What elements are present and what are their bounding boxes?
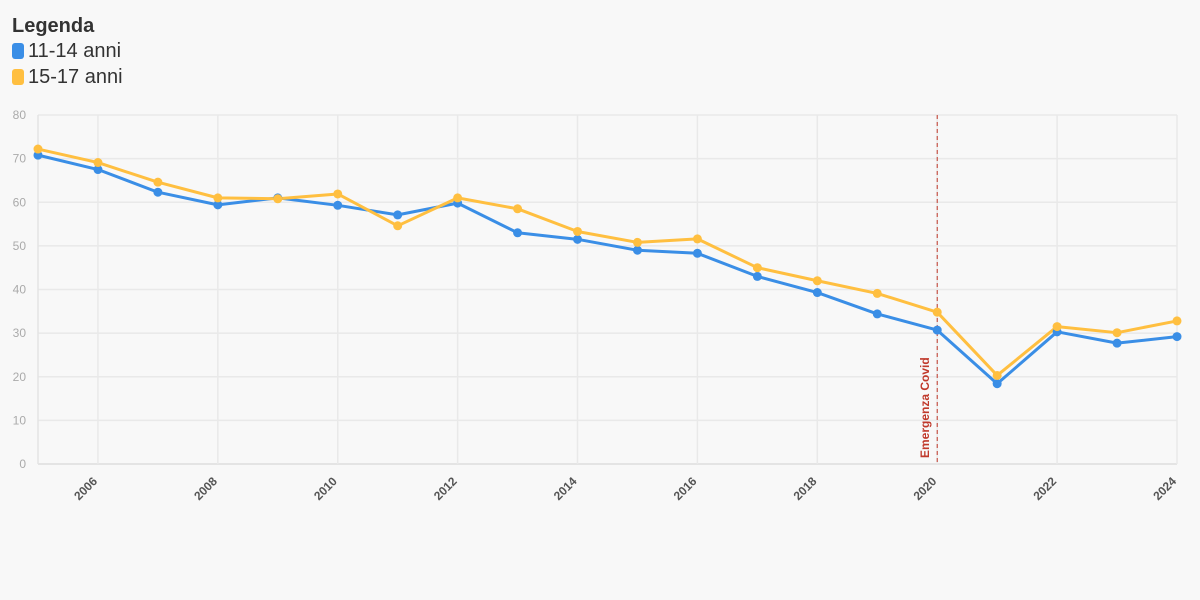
y-tick-label: 50 [13, 239, 27, 253]
x-tick-label: 2010 [311, 474, 340, 503]
series-point-2 [1052, 322, 1062, 332]
legend-label-11-14: 11-14 anni [28, 40, 122, 62]
legend-title: Legenda [12, 15, 95, 37]
series-point-1 [992, 379, 1002, 389]
series-point-2 [812, 276, 822, 286]
series-point-2 [1172, 316, 1182, 326]
series-point-1 [1172, 332, 1182, 342]
x-tick-label: 2008 [191, 474, 220, 503]
y-tick-label: 30 [13, 326, 27, 340]
legend-item-11-14[interactable]: 11-14 anni [12, 38, 123, 64]
series-point-2 [213, 193, 223, 203]
series-point-1 [692, 248, 702, 258]
x-tick-label: 2022 [1030, 474, 1059, 503]
legend-swatch-11-14 [12, 43, 24, 59]
series-point-2 [872, 288, 882, 298]
x-tick-label: 2014 [551, 474, 580, 503]
y-tick-label: 20 [13, 370, 27, 384]
series-point-2 [752, 263, 762, 273]
series-point-2 [33, 144, 43, 154]
series-point-2 [1112, 328, 1122, 338]
legend-label-15-17: 15-17 anni [28, 66, 123, 88]
series-point-1 [932, 325, 942, 335]
series-point-2 [153, 177, 163, 187]
x-tick-label: 2016 [671, 474, 700, 503]
legend: Legenda 11-14 anni 15-17 anni [12, 14, 123, 90]
series-point-1 [1112, 338, 1122, 348]
series-point-2 [393, 221, 403, 231]
series-point-2 [93, 158, 103, 168]
y-tick-label: 0 [19, 457, 26, 471]
series-point-1 [393, 210, 403, 220]
x-tick-label: 2020 [911, 474, 940, 503]
series-point-1 [93, 165, 103, 175]
series-point-2 [453, 193, 463, 203]
legend-item-15-17[interactable]: 15-17 anni [12, 64, 123, 90]
series-point-2 [992, 370, 1002, 380]
series-point-2 [273, 194, 283, 204]
series-point-1 [513, 228, 523, 238]
series-point-2 [513, 204, 523, 214]
series-point-2 [333, 189, 343, 199]
series-point-2 [573, 226, 583, 236]
series-point-1 [153, 187, 163, 197]
x-tick-label: 2012 [431, 474, 460, 503]
y-tick-label: 10 [13, 413, 27, 427]
covid-annotation-label: Emergenza Covid [918, 357, 932, 458]
x-tick-label: 2006 [71, 474, 100, 503]
x-tick-label: 2024 [1150, 474, 1179, 503]
series-line-2 [36, 147, 1179, 377]
y-tick-label: 60 [13, 195, 27, 209]
y-tick-label: 80 [13, 108, 27, 122]
series-point-1 [812, 288, 822, 298]
series-point-1 [573, 234, 583, 244]
series-point-2 [692, 234, 702, 244]
y-tick-label: 70 [13, 152, 27, 166]
series-point-1 [872, 309, 882, 319]
series-point-1 [213, 200, 223, 210]
series-point-1 [632, 245, 642, 255]
series-point-1 [752, 271, 762, 281]
series-point-2 [932, 307, 942, 317]
legend-swatch-15-17 [12, 69, 24, 85]
series-line-1 [36, 153, 1179, 386]
y-tick-label: 40 [13, 283, 27, 297]
series-point-2 [632, 237, 642, 247]
x-tick-label: 2018 [791, 474, 820, 503]
series-point-1 [333, 200, 343, 210]
